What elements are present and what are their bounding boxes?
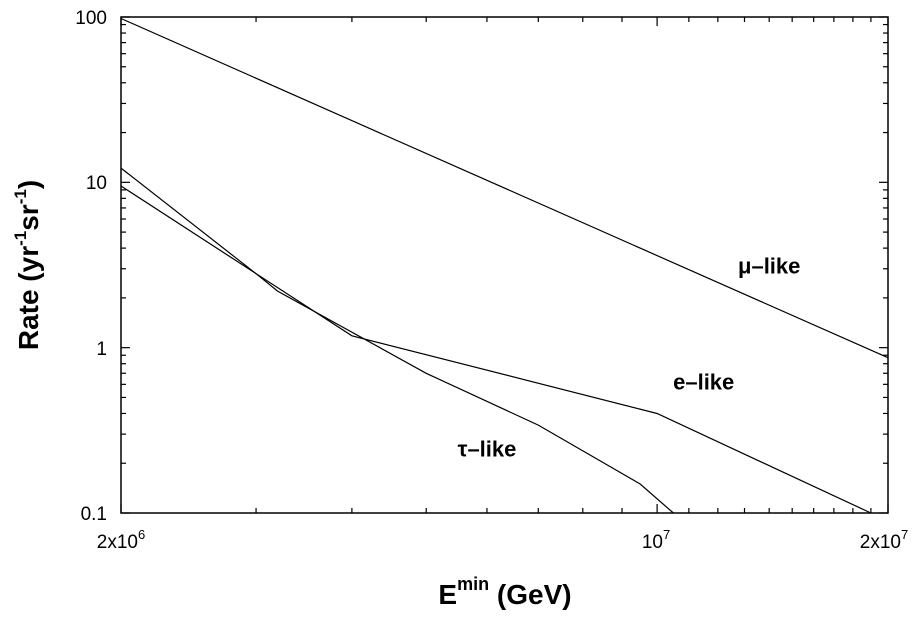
y-tick-label-100: 100 [75, 8, 107, 29]
y-axis-title-part-1: Rate (yr [13, 246, 44, 350]
x-tick-label-2e7-base: 2x10 [860, 532, 901, 553]
x-tick-labels: 2x106 107 2x107 [97, 527, 908, 553]
y-axis-title-exp-2: -1 [11, 189, 30, 204]
x-tick-label-2e6: 2x106 [97, 527, 145, 553]
x-axis-title-sup: min [457, 574, 489, 594]
x-tick-label-2e6-base: 2x10 [97, 532, 138, 553]
series-line-mu-like [120, 17, 889, 359]
x-axis-title: Emin (GeV) [438, 574, 571, 610]
series-line-tau-like [120, 167, 674, 514]
x-tick-label-2e6-exp: 6 [138, 527, 145, 542]
series-label-e-like: e–like [673, 369, 734, 394]
x-tick-label-2e7-exp: 7 [901, 527, 908, 542]
x-tick-label-1e7: 107 [642, 527, 670, 553]
x-axis-title-unit: (GeV) [489, 579, 571, 610]
y-tick-label-1: 1 [96, 339, 107, 360]
y-axis-title-exp-1: -1 [11, 231, 30, 246]
plot-frame [120, 16, 889, 514]
x-tick-label-1e7-exp: 7 [663, 527, 670, 542]
y-axis-title-part-3: ) [13, 180, 44, 189]
series-label-tau-like: τ–like [458, 436, 517, 461]
x-axis-title-base: E [438, 579, 457, 610]
y-axis-title-part-2: sr [13, 204, 44, 231]
y-tick-label-10: 10 [86, 173, 107, 194]
y-axis-title: Rate (yr-1sr-1) [11, 180, 44, 350]
series-lines [120, 17, 889, 514]
series-line-e-like [120, 185, 872, 514]
y-tick-label-0.1: 0.1 [81, 504, 107, 525]
y-tick-labels: 100 10 1 0.1 [75, 8, 107, 525]
axis-ticks [120, 16, 889, 514]
x-tick-label-2e7: 2x107 [860, 527, 908, 553]
x-tick-label-1e7-base: 10 [642, 532, 663, 553]
series-label-mu-like: μ–like [738, 254, 800, 279]
